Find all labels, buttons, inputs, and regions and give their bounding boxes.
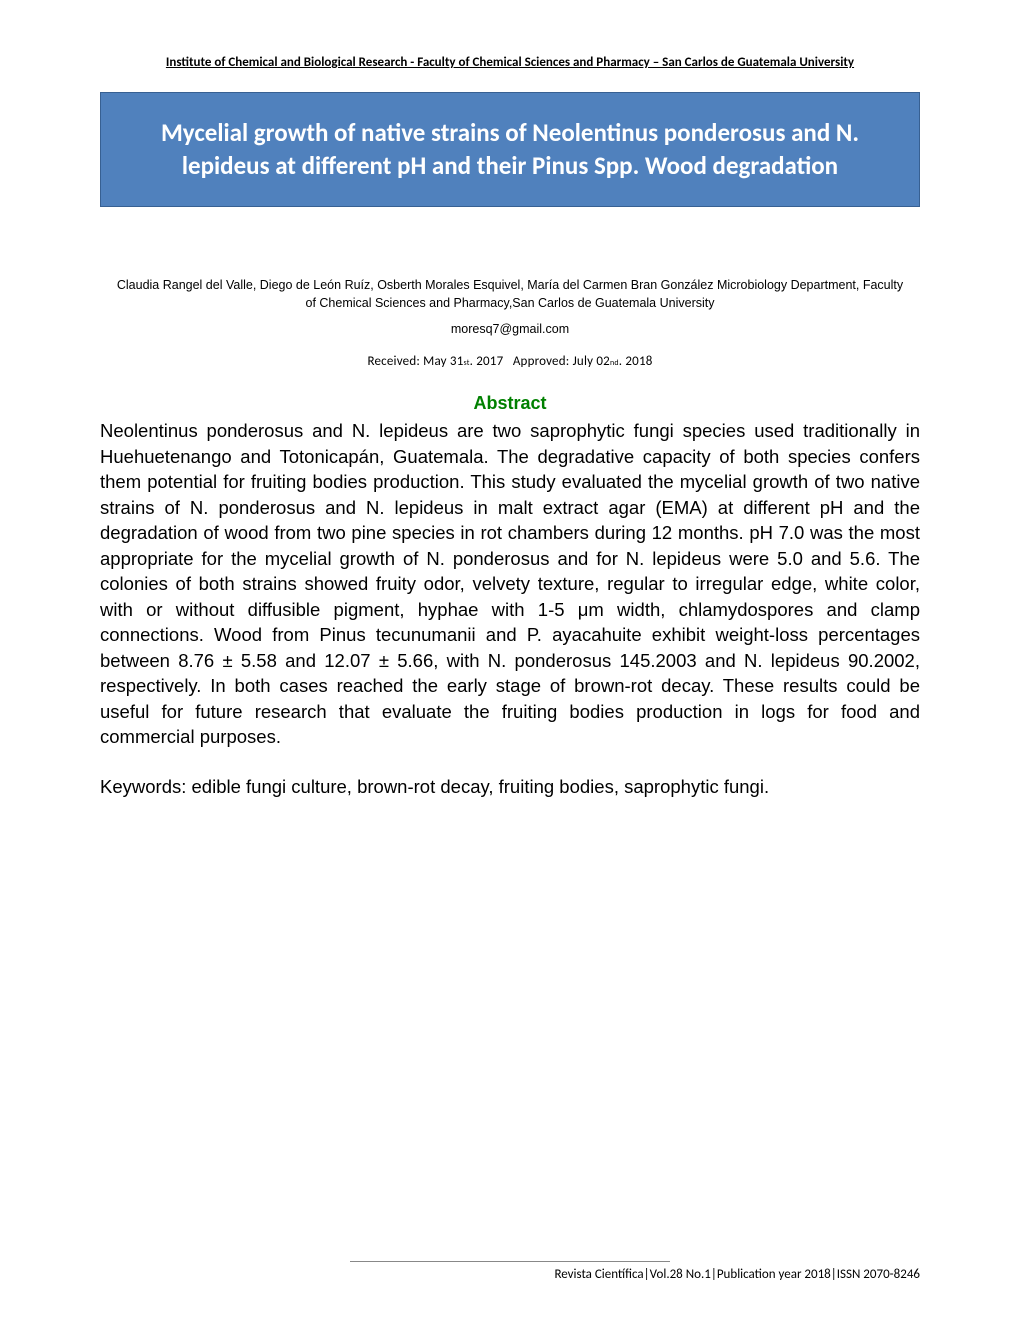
approved-label: Approved: July 02 xyxy=(513,354,610,369)
journal-footer: Revista Científica|Vol.28 No.1|Publicati… xyxy=(554,1265,920,1282)
received-label: Received: May 31 xyxy=(367,354,463,369)
received-year: . 2017 xyxy=(470,354,504,369)
institution-header: Institute of Chemical and Biological Res… xyxy=(100,55,920,70)
submission-dates: Received: May 31st. 2017 Approved: July … xyxy=(100,354,920,369)
ordinal-suffix: nd xyxy=(610,358,619,368)
approved-year: . 2018 xyxy=(619,354,653,369)
article-title: Mycelial growth of native strains of Neo… xyxy=(100,92,920,207)
keywords: Keywords: edible fungi culture, brown-ro… xyxy=(100,774,920,800)
abstract-heading: Abstract xyxy=(100,393,920,414)
abstract-text: Neolentinus ponderosus and N. lepideus a… xyxy=(100,418,920,750)
footer-divider xyxy=(350,1261,670,1262)
authors-affiliation: Claudia Rangel del Valle, Diego de León … xyxy=(100,277,920,312)
contact-email: moresq7@gmail.com xyxy=(100,322,920,336)
